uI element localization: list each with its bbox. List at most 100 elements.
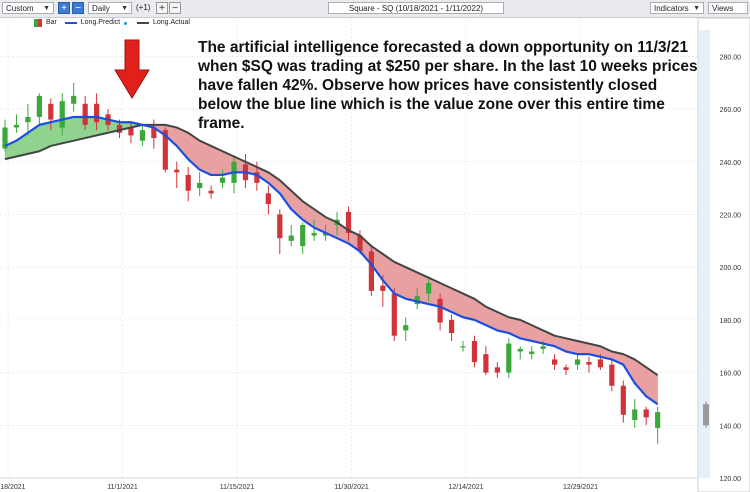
candle-body <box>94 103 100 123</box>
candle-body <box>116 124 123 133</box>
x-tick-label: 10/18/2021 <box>0 484 26 491</box>
candle-body <box>586 362 592 365</box>
candle-body <box>185 174 191 191</box>
candle-body <box>597 359 603 368</box>
candle-body <box>219 177 226 183</box>
candle-body <box>540 346 546 349</box>
x-tick-label: 12/29/2021 <box>563 484 598 491</box>
candle-body <box>368 251 374 291</box>
candle-body <box>48 103 54 120</box>
candle-body <box>2 127 8 149</box>
views-label: Views <box>712 4 734 13</box>
x-tick-label: 11/1/2021 <box>107 484 138 491</box>
candle-body <box>552 359 558 365</box>
zoom-out-button[interactable]: − <box>72 2 84 14</box>
bar-legend-icon <box>34 19 42 27</box>
candle-body <box>36 95 42 117</box>
candle-body <box>139 130 145 141</box>
x-tick-label: 12/14/2021 <box>448 484 483 491</box>
down-arrow-icon <box>114 39 150 99</box>
candle-body <box>162 130 168 170</box>
candle-body <box>59 101 65 128</box>
y-tick-label: 200.00 <box>720 265 742 272</box>
candle-body <box>517 348 523 352</box>
y-tick-label: 260.00 <box>720 107 742 114</box>
candle-body <box>380 285 386 291</box>
candle-body <box>494 367 500 373</box>
candle-body <box>25 116 31 123</box>
candle-body <box>82 103 88 125</box>
last-bar-body <box>703 404 709 426</box>
legend-label-actual: Long.Actual <box>152 19 190 26</box>
y-tick-label: 220.00 <box>720 212 742 219</box>
y-tick-label: 280.00 <box>720 54 742 61</box>
axis-scroll-track <box>699 30 710 478</box>
candle-body <box>460 346 466 348</box>
candle-body <box>437 298 443 323</box>
candle-body <box>391 293 397 336</box>
y-tick-label: 180.00 <box>720 318 742 325</box>
candle-body <box>506 343 512 373</box>
candle-body <box>151 127 157 139</box>
x-tick-label: 11/15/2021 <box>220 484 255 491</box>
y-tick-label: 240.00 <box>720 160 742 167</box>
toolbar: Custom ▼ + − Daily ▼ (+1) + − Square - SQ … <box>0 0 750 24</box>
annotation-text: The artificial intelligence forecasted a… <box>198 39 698 132</box>
preset-label: Custom <box>6 4 34 13</box>
legend: Bar Long.Predict Long.Actual <box>34 17 190 29</box>
offset-value: (+1) <box>136 3 151 12</box>
candle-body <box>357 235 363 252</box>
legend-label-bar: Bar <box>45 19 57 26</box>
series-long-actual <box>4 123 659 377</box>
interval-dropdown[interactable]: Daily ▼ <box>88 2 132 14</box>
increment-button[interactable]: + <box>156 2 168 14</box>
plot-area <box>0 18 698 478</box>
candle-body <box>632 409 638 421</box>
candle-body <box>620 385 626 415</box>
candle-body <box>414 296 420 305</box>
interval-label: Daily <box>92 4 110 13</box>
symbol-title-text: Square - SQ (10/18/2021 - 1/11/2022) <box>348 4 484 13</box>
candle-body <box>574 359 581 365</box>
zoom-in-button[interactable]: + <box>58 2 70 14</box>
candle-body <box>197 182 203 189</box>
candle-body <box>403 325 409 331</box>
candle-body <box>13 124 20 128</box>
candle-body <box>426 282 432 294</box>
predict-legend-icon <box>64 22 77 24</box>
candle-body <box>643 409 649 418</box>
candle-body <box>311 232 317 236</box>
candle-body <box>300 225 306 247</box>
legend-dot <box>124 21 128 25</box>
candle-body <box>345 211 352 233</box>
candle-body <box>609 364 615 386</box>
chevron-down-icon: ▼ <box>693 5 700 12</box>
preset-dropdown[interactable]: Custom ▼ <box>2 2 54 14</box>
legend-label-predict: Long.Predict <box>80 19 121 26</box>
chevron-down-icon: ▼ <box>121 5 128 12</box>
candle-body <box>71 95 77 104</box>
symbol-title[interactable]: Square - SQ (10/18/2021 - 1/11/2022) <box>328 2 504 14</box>
candle-body <box>471 340 478 363</box>
candle-body <box>265 193 271 204</box>
candle-body <box>208 190 214 194</box>
chevron-down-icon: ▼ <box>43 5 50 12</box>
candle-body <box>254 172 260 183</box>
candle-body <box>483 354 489 373</box>
decrement-button[interactable]: − <box>169 2 181 14</box>
x-tick-label: 11/30/2021 <box>334 484 369 491</box>
candle-body <box>529 351 535 355</box>
candle-body <box>277 214 283 239</box>
candle-body <box>323 232 329 236</box>
candle-body <box>655 412 661 428</box>
y-tick-label: 120.00 <box>720 476 742 483</box>
y-tick-label: 140.00 <box>720 423 742 430</box>
candle-body <box>288 235 294 241</box>
candle-body <box>174 169 180 173</box>
candle-body <box>563 367 569 370</box>
candle-body <box>448 319 455 334</box>
candle-body <box>128 127 134 136</box>
indicators-dropdown[interactable]: Indicators ▼ <box>650 2 704 14</box>
indicators-label: Indicators <box>654 4 689 13</box>
